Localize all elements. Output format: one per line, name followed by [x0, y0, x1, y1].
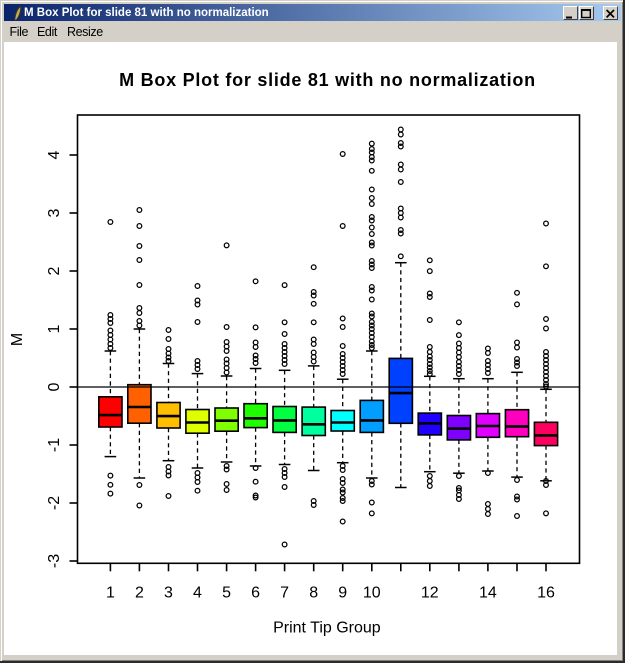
- svg-text:-3: -3: [46, 554, 63, 568]
- svg-text:-2: -2: [46, 496, 63, 510]
- svg-text:1: 1: [46, 324, 63, 333]
- svg-text:Print Tip Group: Print Tip Group: [273, 620, 381, 637]
- svg-text:M Box Plot for slide 81 with n: M Box Plot for slide 81 with no normaliz…: [119, 70, 536, 90]
- svg-text:7: 7: [280, 585, 289, 602]
- svg-text:6: 6: [251, 585, 260, 602]
- svg-text:0: 0: [46, 382, 63, 391]
- svg-text:3: 3: [164, 585, 173, 602]
- svg-text:8: 8: [309, 585, 318, 602]
- svg-text:4: 4: [46, 150, 63, 159]
- svg-text:-1: -1: [46, 438, 63, 452]
- svg-text:14: 14: [479, 585, 497, 602]
- svg-text:2: 2: [46, 266, 63, 275]
- svg-text:1: 1: [106, 585, 115, 602]
- svg-text:3: 3: [46, 208, 63, 217]
- svg-text:M: M: [9, 333, 26, 346]
- svg-text:5: 5: [222, 585, 231, 602]
- svg-text:9: 9: [338, 585, 347, 602]
- svg-text:4: 4: [193, 585, 202, 602]
- svg-text:16: 16: [537, 585, 555, 602]
- svg-text:12: 12: [421, 585, 439, 602]
- svg-text:10: 10: [363, 585, 381, 602]
- svg-text:2: 2: [135, 585, 144, 602]
